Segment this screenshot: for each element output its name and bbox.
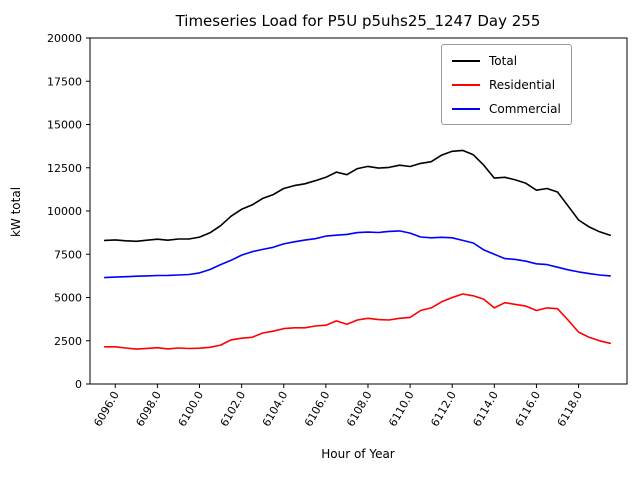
y-tick-label: 15000 (47, 119, 82, 132)
series-line-total (103, 149, 612, 243)
x-tick-label: 6104.0 (260, 389, 291, 429)
x-tick-label: 6100.0 (176, 389, 207, 429)
x-tick-label: 6102.0 (218, 389, 249, 429)
y-tick-label: 2500 (54, 335, 82, 348)
y-tick-label: 5000 (54, 292, 82, 305)
y-tick-label: 10000 (47, 205, 82, 218)
series-line-commercial (103, 230, 612, 279)
x-tick-label: 6110.0 (386, 389, 417, 429)
y-tick-label: 7500 (54, 248, 82, 261)
x-tick-label: 6098.0 (133, 389, 164, 429)
legend-label-residential: Residential (489, 77, 556, 92)
legend-entry-commercial: Commercial (452, 100, 561, 117)
y-axis-label: kW total (9, 187, 23, 237)
legend: Total Residential Commercial (441, 44, 572, 125)
y-tick-label: 17500 (47, 75, 82, 88)
x-tick-label: 6114.0 (470, 389, 501, 429)
residential-line-swatch (452, 83, 480, 86)
commercial-line-swatch (452, 107, 480, 110)
x-tick-label: 6118.0 (555, 389, 586, 429)
x-tick-label: 6096.0 (91, 389, 122, 429)
chart-title: Timeseries Load for P5U p5uhs25_1247 Day… (175, 12, 541, 31)
y-tick-label: 20000 (47, 32, 82, 45)
y-tick-label: 12500 (47, 162, 82, 175)
series-line-residential (103, 293, 612, 350)
x-tick-label: 6112.0 (428, 389, 459, 429)
x-tick-label: 6106.0 (302, 389, 333, 429)
legend-entry-residential: Residential (452, 76, 561, 93)
legend-entry-total: Total (452, 52, 561, 69)
x-tick-label: 6108.0 (344, 389, 375, 429)
total-line-swatch (452, 59, 480, 62)
x-tick-label: 6116.0 (513, 389, 544, 429)
x-axis-label: Hour of Year (321, 447, 395, 461)
legend-label-total: Total (489, 53, 518, 68)
y-tick-label: 0 (75, 378, 82, 391)
legend-label-commercial: Commercial (489, 101, 561, 116)
